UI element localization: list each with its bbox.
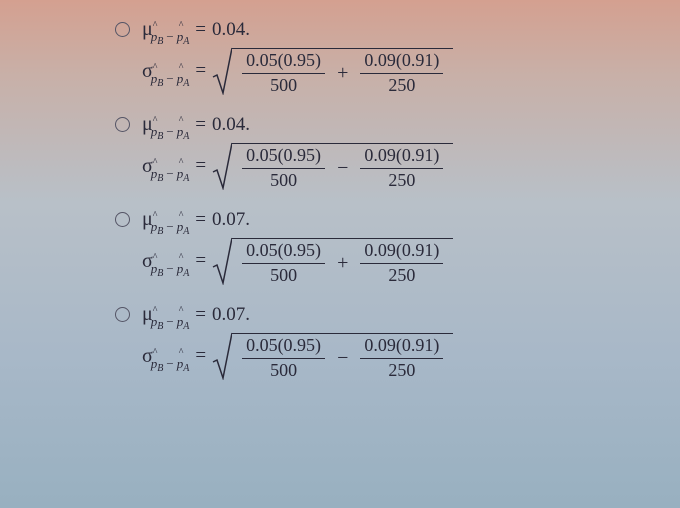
- option-2[interactable]: μ ^pB − ^pA = 0.07 . σ ^pB − ^pA =: [115, 208, 680, 291]
- hat-a: ^: [179, 20, 184, 31]
- mu-line: μ ^pB − ^pA = 0.07 .: [142, 208, 453, 231]
- fraction-2: 0.09(0.91) 250: [360, 146, 443, 191]
- operator: −: [337, 347, 348, 370]
- hat-b: ^: [153, 157, 158, 168]
- frac2-num: 0.09(0.91): [360, 146, 443, 169]
- hat-a: ^: [179, 210, 184, 221]
- fraction-2: 0.09(0.91) 250: [360, 241, 443, 286]
- period: .: [245, 114, 250, 136]
- sigma-line: σ ^pB − ^pA = 0.05(0.95) 500 −: [142, 142, 453, 190]
- equals: =: [195, 60, 206, 82]
- radio-button[interactable]: [115, 22, 130, 37]
- sigma-line: σ ^pB − ^pA = 0.05(0.95) 500 −: [142, 332, 453, 380]
- radio-button[interactable]: [115, 307, 130, 322]
- mu-line: μ ^pB − ^pA = 0.04 .: [142, 18, 453, 41]
- frac1-den: 500: [270, 74, 297, 96]
- frac2-den: 250: [388, 264, 415, 286]
- fraction-2: 0.09(0.91) 250: [360, 336, 443, 381]
- radical-icon: [212, 237, 232, 285]
- sqrt-expression: 0.05(0.95) 500 + 0.09(0.91) 250: [212, 237, 453, 285]
- hat-b: ^: [153, 62, 158, 73]
- radio-button[interactable]: [115, 117, 130, 132]
- radicand: 0.05(0.95) 500 + 0.09(0.91) 250: [232, 48, 453, 95]
- period: .: [245, 19, 250, 41]
- frac1-den: 500: [270, 264, 297, 286]
- frac2-den: 250: [388, 359, 415, 381]
- equals: =: [195, 114, 206, 136]
- mu-value: 0.07: [212, 304, 245, 326]
- option-3[interactable]: μ ^pB − ^pA = 0.07 . σ ^pB − ^pA =: [115, 303, 680, 386]
- hat-b: ^: [153, 115, 158, 126]
- mu-value: 0.07: [212, 209, 245, 231]
- fraction-1: 0.05(0.95) 500: [242, 241, 325, 286]
- sqrt-expression: 0.05(0.95) 500 − 0.09(0.91) 250: [212, 332, 453, 380]
- option-content: μ ^pB − ^pA = 0.07 . σ ^pB − ^pA =: [142, 303, 453, 386]
- radicand: 0.05(0.95) 500 + 0.09(0.91) 250: [232, 238, 453, 285]
- hat-a: ^: [179, 157, 184, 168]
- mu-line: μ ^pB − ^pA = 0.07 .: [142, 303, 453, 326]
- option-0[interactable]: μ ^pB − ^pA = 0.04 . σ ^pB − ^pA =: [115, 18, 680, 101]
- fraction-1: 0.05(0.95) 500: [242, 336, 325, 381]
- frac2-den: 250: [388, 169, 415, 191]
- period: .: [245, 304, 250, 326]
- frac2-num: 0.09(0.91): [360, 241, 443, 264]
- frac1-num: 0.05(0.95): [242, 146, 325, 169]
- hat-a: ^: [179, 62, 184, 73]
- option-content: μ ^pB − ^pA = 0.04 . σ ^pB − ^pA =: [142, 113, 453, 196]
- equals: =: [195, 155, 206, 177]
- option-content: μ ^pB − ^pA = 0.04 . σ ^pB − ^pA =: [142, 18, 453, 101]
- sqrt-expression: 0.05(0.95) 500 + 0.09(0.91) 250: [212, 47, 453, 95]
- sigma-line: σ ^pB − ^pA = 0.05(0.95) 500 +: [142, 237, 453, 285]
- frac2-den: 250: [388, 74, 415, 96]
- hat-a: ^: [179, 252, 184, 263]
- sqrt-expression: 0.05(0.95) 500 − 0.09(0.91) 250: [212, 142, 453, 190]
- equals: =: [195, 19, 206, 41]
- equals: =: [195, 209, 206, 231]
- mu-line: μ ^pB − ^pA = 0.04 .: [142, 113, 453, 136]
- option-content: μ ^pB − ^pA = 0.07 . σ ^pB − ^pA =: [142, 208, 453, 291]
- hat-b: ^: [153, 347, 158, 358]
- frac2-num: 0.09(0.91): [360, 51, 443, 74]
- option-1[interactable]: μ ^pB − ^pA = 0.04 . σ ^pB − ^pA =: [115, 113, 680, 196]
- fraction-2: 0.09(0.91) 250: [360, 51, 443, 96]
- mu-value: 0.04: [212, 19, 245, 41]
- hat-a: ^: [179, 305, 184, 316]
- sigma-line: σ ^pB − ^pA = 0.05(0.95) 500 +: [142, 47, 453, 95]
- hat-a: ^: [179, 347, 184, 358]
- frac1-num: 0.05(0.95): [242, 336, 325, 359]
- period: .: [245, 209, 250, 231]
- operator: −: [337, 157, 348, 180]
- frac1-num: 0.05(0.95): [242, 241, 325, 264]
- operator: +: [337, 252, 348, 275]
- radicand: 0.05(0.95) 500 − 0.09(0.91) 250: [232, 333, 453, 380]
- frac1-den: 500: [270, 359, 297, 381]
- hat-a: ^: [179, 115, 184, 126]
- equals: =: [195, 250, 206, 272]
- radicand: 0.05(0.95) 500 − 0.09(0.91) 250: [232, 143, 453, 190]
- fraction-1: 0.05(0.95) 500: [242, 51, 325, 96]
- frac1-den: 500: [270, 169, 297, 191]
- hat-b: ^: [153, 305, 158, 316]
- radical-icon: [212, 142, 232, 190]
- radical-icon: [212, 332, 232, 380]
- radical-icon: [212, 47, 232, 95]
- equals: =: [195, 345, 206, 367]
- hat-b: ^: [153, 252, 158, 263]
- operator: +: [337, 62, 348, 85]
- hat-b: ^: [153, 210, 158, 221]
- fraction-1: 0.05(0.95) 500: [242, 146, 325, 191]
- hat-b: ^: [153, 20, 158, 31]
- mu-value: 0.04: [212, 114, 245, 136]
- radio-button[interactable]: [115, 212, 130, 227]
- frac2-num: 0.09(0.91): [360, 336, 443, 359]
- frac1-num: 0.05(0.95): [242, 51, 325, 74]
- equals: =: [195, 304, 206, 326]
